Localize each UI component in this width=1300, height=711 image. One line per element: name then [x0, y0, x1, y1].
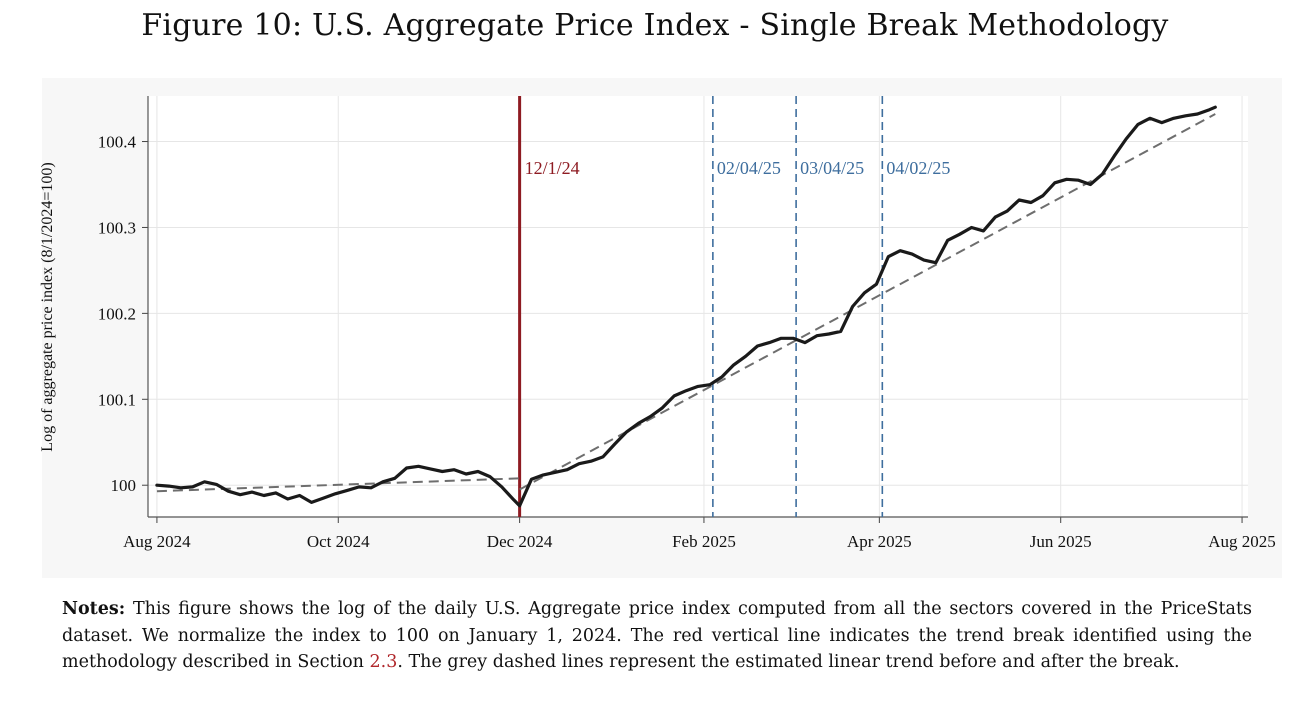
x-tick-label: Jun 2025 — [1030, 532, 1092, 551]
y-tick-label: 100.3 — [98, 218, 136, 237]
price-index-line — [155, 105, 1217, 508]
x-tick-label: Oct 2024 — [307, 532, 370, 551]
notes-label: Notes: — [62, 599, 126, 619]
break-line-label: 12/1/24 — [525, 158, 580, 178]
vertical-reference-lines: 12/1/24 02/04/25 03/04/25 04/02/25 — [518, 96, 950, 517]
axes — [142, 96, 1248, 523]
trend-line — [156, 477, 520, 493]
x-tick-label: Apr 2025 — [847, 532, 912, 551]
y-tick-label: 100.2 — [98, 304, 136, 323]
y-tick-label: 100 — [111, 476, 137, 495]
notes-text: This figure shows the log of the daily U… — [62, 599, 1252, 672]
y-tick-label: 100.1 — [98, 390, 136, 409]
x-tick-label: Aug 2025 — [1208, 532, 1276, 551]
y-axis-title: Log of aggregate price index (8/1/2024=1… — [39, 162, 56, 451]
event-line-label: 03/04/25 — [800, 158, 864, 178]
figure-title: Figure 10: U.S. Aggregate Price Index - … — [141, 8, 1169, 43]
price-index-chart: Aug 2024 Oct 2024 Dec 2024 Feb 2025 Apr 2025… — [39, 96, 1276, 551]
gridlines — [148, 96, 1248, 517]
x-tick-label: Aug 2024 — [123, 532, 191, 551]
event-line-label: 02/04/25 — [717, 158, 781, 178]
series-lines — [155, 105, 1217, 508]
x-tick-label: Feb 2025 — [672, 532, 736, 551]
y-tick-label: 100.4 — [98, 133, 137, 152]
notes-text-end: . The grey dashed lines represent the es… — [397, 652, 1180, 672]
section-reference-link[interactable]: 2.3 — [369, 652, 398, 672]
figure-notes: Notes: This figure shows the log of the … — [62, 596, 1252, 676]
x-tick-label: Dec 2024 — [487, 532, 553, 551]
event-line-label: 04/02/25 — [886, 158, 950, 178]
plot-area — [148, 96, 1248, 517]
tick-labels: Aug 2024 Oct 2024 Dec 2024 Feb 2025 Apr 2025… — [98, 133, 1276, 551]
